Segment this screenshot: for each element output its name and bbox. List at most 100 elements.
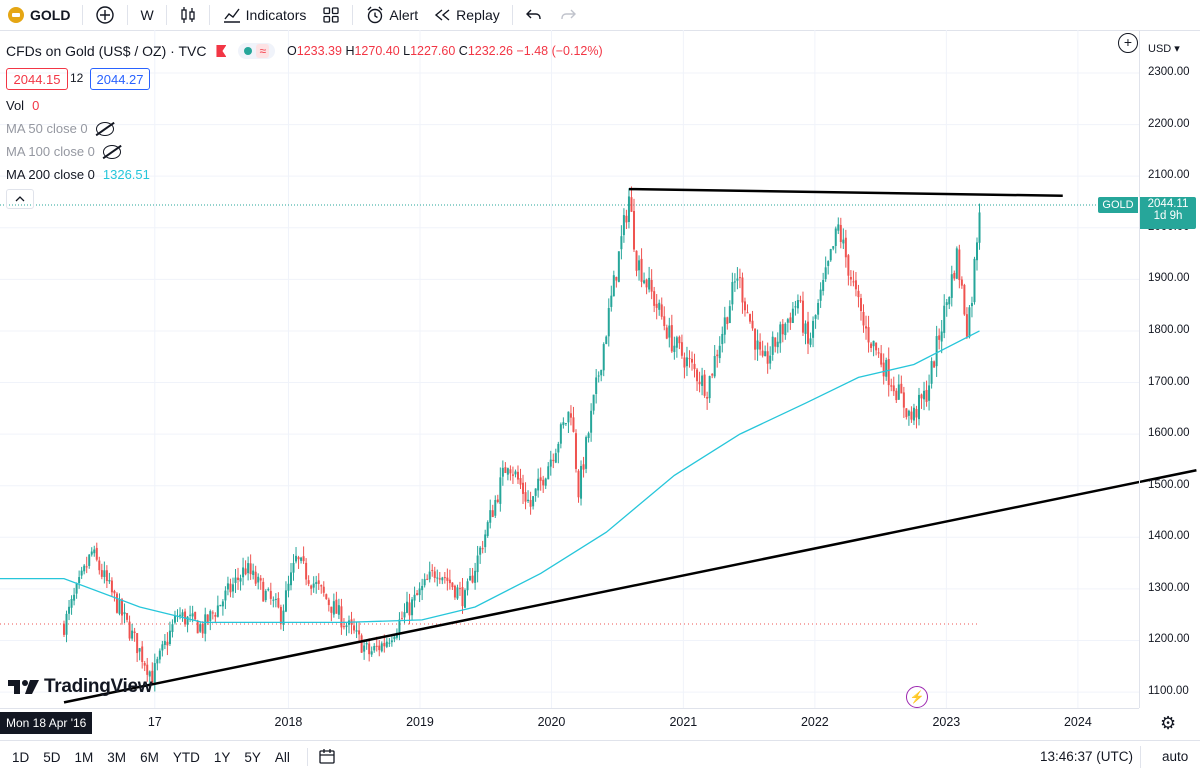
range-button-3m[interactable]: 3M bbox=[107, 749, 127, 765]
candle-body bbox=[325, 594, 328, 600]
templates-button[interactable] bbox=[314, 0, 348, 30]
candle-body bbox=[726, 317, 729, 324]
candle-body bbox=[524, 492, 527, 502]
candle-body bbox=[660, 304, 663, 317]
candle-body bbox=[461, 587, 464, 607]
eye-off-icon[interactable] bbox=[95, 121, 114, 136]
range-button-1y[interactable]: 1Y bbox=[213, 749, 231, 765]
chart-legend: CFDs on Gold (US$ / OZ) · TVC ≈ O1233.39… bbox=[6, 43, 603, 59]
candle-body bbox=[718, 345, 721, 359]
range-button-ytd[interactable]: YTD bbox=[172, 749, 200, 765]
candle-body bbox=[933, 361, 936, 368]
range-button-1d[interactable]: 1D bbox=[12, 749, 30, 765]
range-button-5d[interactable]: 5D bbox=[43, 749, 61, 765]
candle-body bbox=[953, 272, 956, 279]
time-axis[interactable] bbox=[0, 708, 1139, 741]
candle-body bbox=[252, 570, 255, 576]
clock[interactable]: 13:46:37 (UTC) bbox=[1040, 749, 1134, 764]
candle-body bbox=[249, 563, 252, 575]
candle-body bbox=[569, 413, 572, 418]
candle-body bbox=[65, 613, 68, 635]
candle-body bbox=[378, 645, 381, 651]
candle-body bbox=[973, 258, 976, 303]
candle-body bbox=[635, 250, 638, 271]
add-plus-icon[interactable]: + bbox=[1118, 33, 1138, 53]
candle-body bbox=[456, 587, 459, 599]
candle-body bbox=[103, 570, 106, 577]
range-button-1m[interactable]: 1M bbox=[74, 749, 94, 765]
ma50-indicator[interactable]: MA 50 close 0 bbox=[6, 121, 114, 136]
range-button-5y[interactable]: 5Y bbox=[244, 749, 261, 765]
candle-body bbox=[464, 590, 467, 608]
chart-type-button[interactable] bbox=[171, 0, 205, 30]
candle-body bbox=[327, 599, 330, 606]
candle-body bbox=[506, 468, 509, 475]
auto-scale-button[interactable]: auto bbox=[1162, 749, 1189, 764]
volume-indicator[interactable]: Vol 0 bbox=[6, 98, 39, 113]
eye-off-icon[interactable] bbox=[102, 144, 121, 159]
ma100-indicator[interactable]: MA 100 close 0 bbox=[6, 144, 121, 159]
candle-body bbox=[910, 411, 913, 420]
candle-body bbox=[650, 279, 653, 292]
candle-body bbox=[191, 613, 194, 617]
flag-icon[interactable] bbox=[216, 45, 227, 57]
candle-body bbox=[852, 281, 855, 283]
symbol-label: GOLD bbox=[30, 7, 71, 23]
range-button-all[interactable]: All bbox=[274, 749, 290, 765]
plus-circle-icon bbox=[96, 6, 115, 24]
currency-label[interactable]: USD ▾ bbox=[1148, 43, 1180, 55]
interval-button[interactable]: W bbox=[132, 0, 161, 30]
collapse-legend-button[interactable] bbox=[6, 189, 34, 209]
candle-body bbox=[171, 624, 174, 632]
date-range-button[interactable] bbox=[318, 747, 336, 768]
candle-body bbox=[796, 300, 799, 309]
wave-icon: ≈ bbox=[256, 44, 270, 58]
alarm-clock-icon bbox=[367, 6, 383, 24]
candle-body bbox=[229, 583, 232, 593]
candle-body bbox=[156, 659, 159, 664]
buy-price-button[interactable]: 2044.27 bbox=[90, 68, 150, 90]
candle-body bbox=[728, 306, 731, 323]
compare-button[interactable] bbox=[87, 0, 123, 30]
range-button-6m[interactable]: 6M bbox=[140, 749, 159, 765]
candle-body bbox=[754, 328, 757, 350]
candle-body bbox=[368, 643, 371, 655]
change-value: −1.48 (−0.12%) bbox=[516, 44, 603, 58]
redo-button[interactable] bbox=[551, 0, 585, 30]
candle-body bbox=[970, 303, 973, 307]
alert-button[interactable]: Alert bbox=[357, 0, 426, 30]
candle-body bbox=[201, 623, 204, 634]
trendline bbox=[63, 469, 1197, 704]
undo-button[interactable] bbox=[517, 0, 551, 30]
symbol-search-button[interactable]: GOLD bbox=[0, 0, 78, 30]
indicators-button[interactable]: Indicators bbox=[214, 0, 315, 30]
sell-price-button[interactable]: 2044.15 bbox=[6, 68, 68, 90]
replay-button[interactable]: Replay bbox=[426, 0, 508, 30]
candle-body bbox=[807, 321, 810, 344]
lightning-icon[interactable]: ⚡ bbox=[906, 686, 928, 708]
candle-body bbox=[466, 581, 469, 591]
candle-body bbox=[930, 361, 933, 384]
market-status[interactable]: ≈ bbox=[238, 43, 276, 59]
price-tick-label: 1400.00 bbox=[1148, 530, 1190, 543]
candle-body bbox=[882, 362, 885, 377]
divider bbox=[127, 5, 129, 25]
chart-grid bbox=[0, 30, 1139, 708]
candle-body bbox=[436, 577, 439, 579]
tradingview-logo[interactable]: TradingView bbox=[8, 676, 153, 698]
symbol-title[interactable]: CFDs on Gold (US$ / OZ) · TVC bbox=[6, 43, 207, 59]
candle-body bbox=[630, 197, 633, 212]
price-axis[interactable] bbox=[1139, 30, 1200, 708]
candle-body bbox=[390, 640, 393, 643]
candle-body bbox=[771, 336, 774, 355]
candle-body bbox=[277, 598, 280, 608]
candle-body bbox=[181, 612, 184, 617]
candle-body bbox=[819, 289, 822, 301]
candle-body bbox=[887, 358, 890, 386]
candle-body bbox=[163, 641, 166, 645]
candle-body bbox=[332, 601, 335, 615]
ma200-indicator[interactable]: MA 200 close 0 1326.51 bbox=[6, 167, 150, 182]
candle-body bbox=[471, 575, 474, 583]
settings-gear-icon[interactable]: ⚙ bbox=[1160, 713, 1177, 733]
